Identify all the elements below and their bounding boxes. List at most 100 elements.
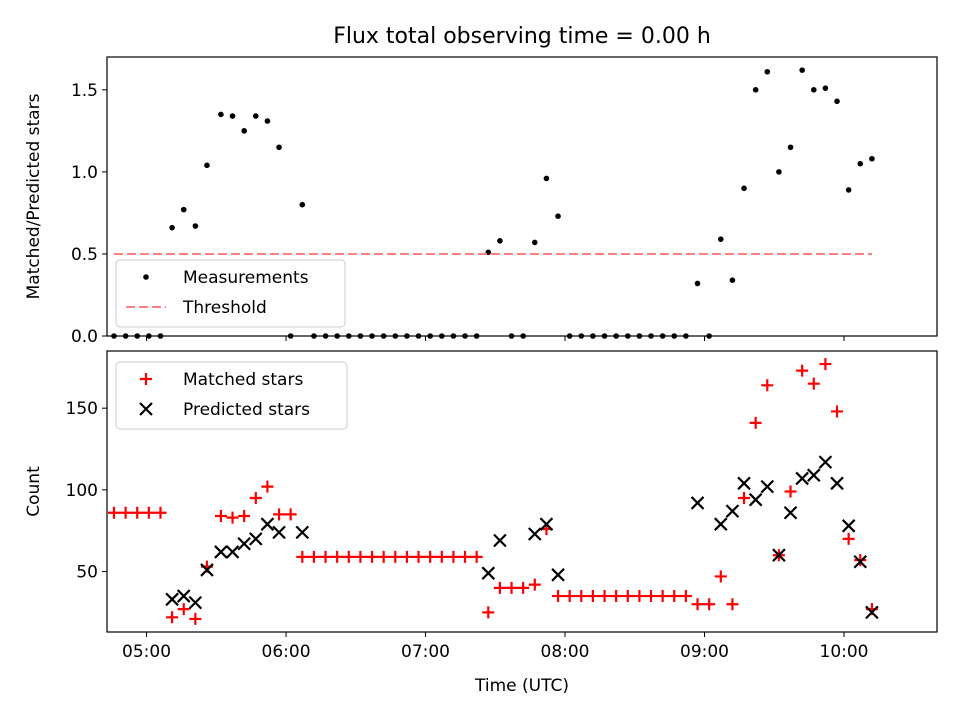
- matched-star-point: [389, 550, 402, 563]
- matched-star-point: [784, 485, 797, 498]
- matched-star-point: [703, 598, 716, 611]
- matched-star-point: [119, 506, 132, 519]
- measurement-point: [799, 67, 805, 73]
- measurement-point: [845, 187, 852, 193]
- matched-star-point: [424, 550, 437, 563]
- legend-matched-swatch: [140, 373, 152, 385]
- legend-label: Matched stars: [183, 370, 303, 390]
- predicted-star-point: [737, 476, 751, 491]
- predicted-star-point: [818, 455, 833, 469]
- predicted-star-point: [225, 545, 240, 559]
- predicted-star-point: [551, 568, 565, 582]
- y-tick-label: 1.5: [71, 81, 98, 101]
- legend-label: Measurements: [183, 268, 309, 288]
- matched-star-point: [598, 590, 611, 603]
- matched-star-point: [261, 480, 274, 493]
- matched-star-point: [552, 590, 565, 603]
- plot-frame: [106, 350, 938, 633]
- legend-measurement-swatch: [143, 274, 149, 280]
- measurement-point: [531, 239, 538, 246]
- matched-star-point: [366, 550, 379, 563]
- matched-star-point: [796, 364, 809, 377]
- matched-star-point: [166, 611, 179, 624]
- matched-star-point: [249, 492, 262, 505]
- legend: Matched stars Predicted stars: [115, 361, 348, 430]
- predicted-star-point: [795, 471, 809, 486]
- count-panel: 50 100 150 05:00 06:00 07:00 08:00 09:00 10:00 Co…: [24, 350, 938, 696]
- matched-star-point: [238, 510, 251, 523]
- predicted-star-point: [841, 519, 856, 533]
- matched-star-point: [177, 603, 190, 616]
- matched-star-point: [142, 506, 155, 519]
- matched-star-point: [749, 416, 762, 429]
- legend-label: Threshold: [182, 298, 267, 318]
- measurement-point: [169, 224, 175, 231]
- predicted-star-point: [481, 566, 496, 580]
- measurement-point: [229, 113, 236, 119]
- legend-predicted-swatch: [139, 402, 153, 416]
- matched-star-point: [586, 590, 599, 603]
- measurement-point: [717, 236, 724, 242]
- y-tick-label: 0.5: [71, 245, 98, 265]
- measurement-point: [276, 144, 282, 151]
- matched-star-point: [273, 508, 286, 521]
- y-tick-label: 150: [66, 399, 98, 419]
- predicted-star-point: [830, 476, 844, 491]
- measurement-point: [857, 160, 864, 167]
- x-tick-label: 10:00: [820, 642, 869, 662]
- measurement-point: [822, 85, 829, 91]
- matched-star-point: [505, 581, 518, 594]
- matched-star-point: [691, 598, 704, 611]
- predicted-star-point: [214, 545, 228, 559]
- matched-star-point: [284, 508, 297, 521]
- matched-star-point: [447, 550, 460, 563]
- y-tick-label: 1.0: [71, 163, 98, 183]
- predicted-star-point: [807, 468, 821, 482]
- matched-star-point: [107, 506, 120, 519]
- measurement-point: [192, 223, 199, 229]
- measurement-point: [764, 68, 771, 75]
- predicted-star-point: [165, 592, 179, 607]
- measurement-point: [555, 213, 561, 219]
- predicted-star-point: [690, 496, 705, 510]
- predicted-star-point: [176, 589, 191, 603]
- matched-star-point: [296, 550, 309, 563]
- predicted-star-point: [748, 492, 763, 507]
- matched-star-point: [412, 550, 425, 563]
- legend-box: [115, 259, 346, 328]
- measurement-point: [543, 175, 550, 182]
- predicted-star-point: [714, 517, 728, 531]
- matched-star-point: [214, 510, 227, 523]
- measurement-point: [299, 201, 306, 208]
- matched-star-point: [226, 511, 239, 524]
- matched-star-point: [633, 590, 646, 603]
- ratio-panel: 0.0 0.5 1.0 1.5 Matched/Predicted stars Measu…: [24, 56, 938, 347]
- matched-star-point: [645, 590, 658, 603]
- matched-star-point: [470, 550, 483, 563]
- y-axis-label: Count: [24, 466, 44, 517]
- x-tick-label: 08:00: [541, 642, 590, 662]
- matched-star-point: [679, 590, 692, 603]
- predicted-star-point: [783, 505, 798, 520]
- measurement-point: [869, 155, 875, 162]
- matched-star-point: [621, 590, 634, 603]
- x-tick-label: 07:00: [401, 642, 450, 662]
- x-tick-label: 05:00: [122, 642, 171, 662]
- predicted-star-point: [272, 525, 286, 540]
- matched-star-point: [528, 578, 541, 591]
- measurement-point: [752, 87, 759, 93]
- x-tick-label: 09:00: [680, 642, 729, 662]
- measurement-point: [694, 280, 701, 287]
- measurement-point: [741, 185, 747, 192]
- matched-star-point: [377, 550, 390, 563]
- matched-star-point: [761, 379, 774, 392]
- predicted-star-point: [853, 554, 868, 569]
- matched-star-point: [563, 590, 576, 603]
- predicted-star-point: [200, 563, 214, 577]
- predicted-star-point: [539, 517, 554, 531]
- measurement-point: [810, 87, 817, 93]
- measurement-point: [241, 128, 247, 134]
- measurement-point: [252, 113, 259, 119]
- measurement-point: [218, 111, 224, 118]
